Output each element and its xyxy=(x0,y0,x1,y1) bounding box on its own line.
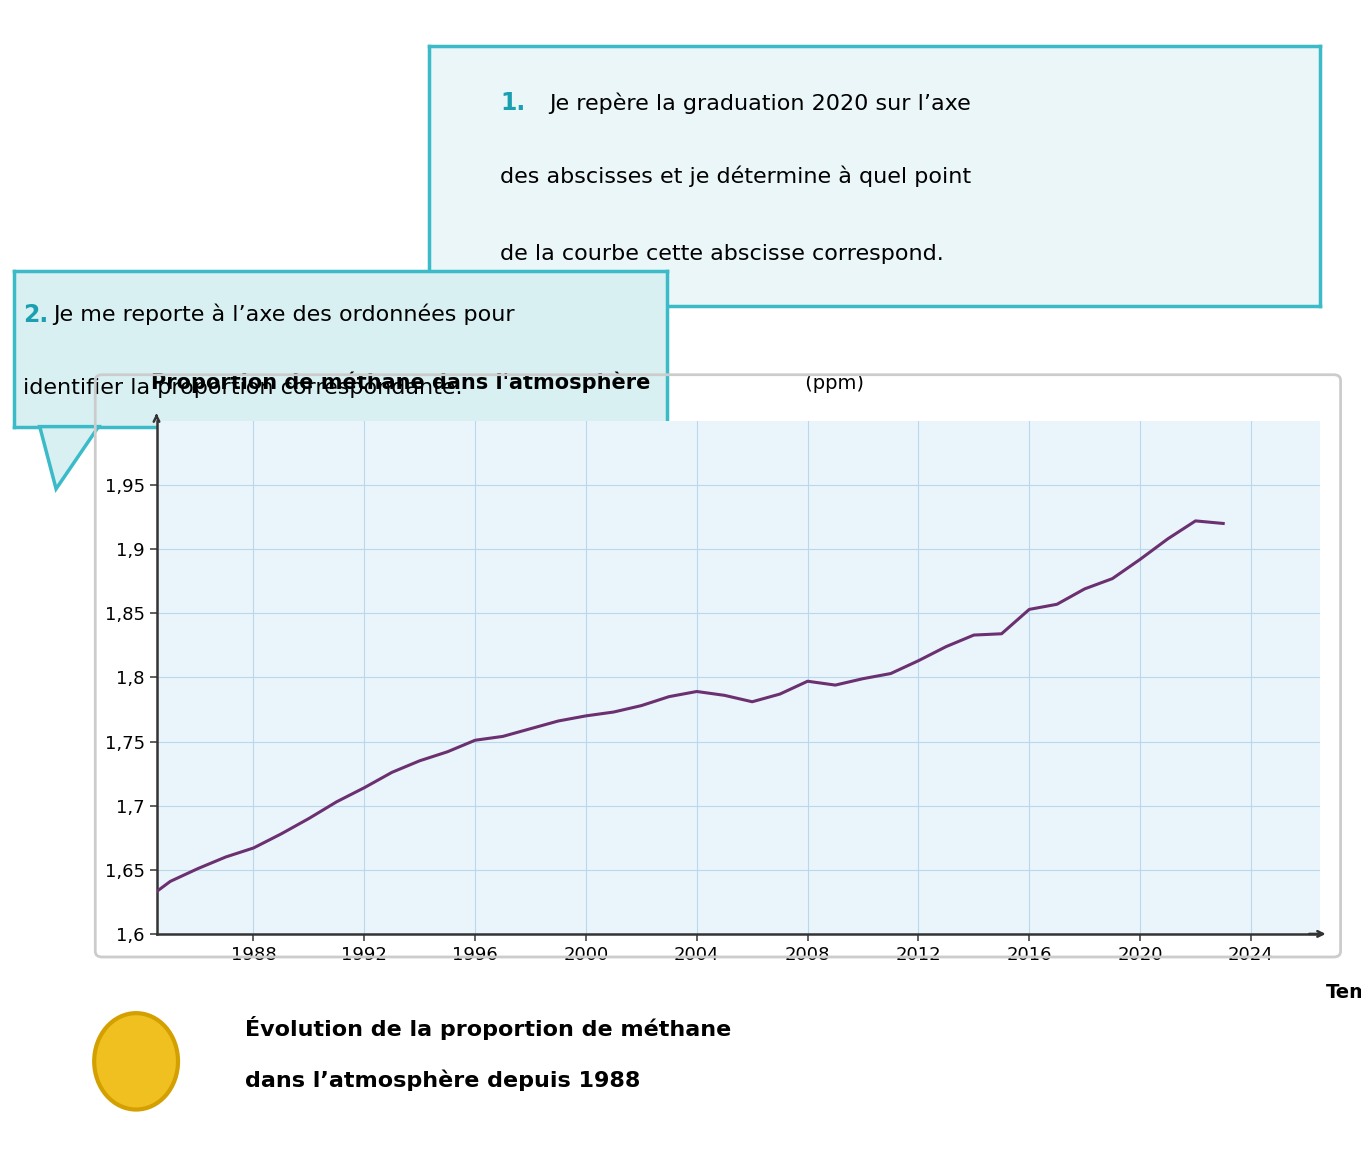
Text: Temps: Temps xyxy=(1326,982,1361,1002)
Text: Je me reporte à l’axe des ordonnées pour: Je me reporte à l’axe des ordonnées pour xyxy=(53,303,514,325)
Text: Évolution de la proportion de méthane: Évolution de la proportion de méthane xyxy=(245,1017,731,1040)
Text: 1.: 1. xyxy=(499,91,525,115)
Polygon shape xyxy=(39,427,98,489)
Text: Je repère la graduation 2020 sur l’axe: Je repère la graduation 2020 sur l’axe xyxy=(548,92,970,114)
Polygon shape xyxy=(464,306,544,353)
Text: Proportion de méthane dans l'atmosphère: Proportion de méthane dans l'atmosphère xyxy=(151,371,651,393)
Circle shape xyxy=(94,1013,178,1109)
Text: de la courbe cette abscisse correspond.: de la courbe cette abscisse correspond. xyxy=(499,243,943,264)
Text: des abscisses et je détermine à quel point: des abscisses et je détermine à quel poi… xyxy=(499,165,972,187)
Text: dans l’atmosphère depuis 1988: dans l’atmosphère depuis 1988 xyxy=(245,1070,641,1091)
Text: identifier la proportion correspondante.: identifier la proportion correspondante. xyxy=(23,378,463,398)
Text: 2.: 2. xyxy=(23,302,49,326)
Text: (ppm): (ppm) xyxy=(799,374,864,393)
